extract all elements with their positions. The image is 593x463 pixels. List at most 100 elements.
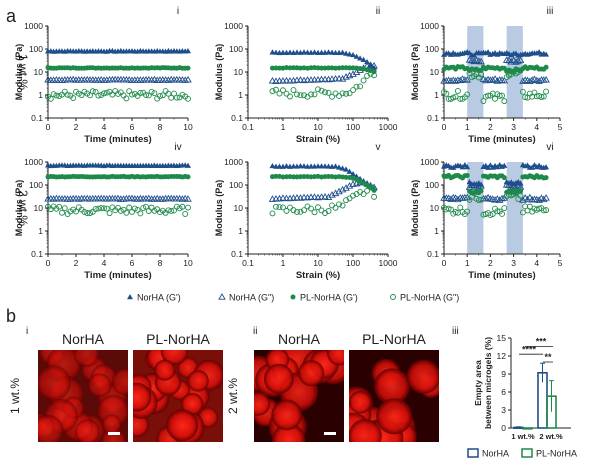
legend-label: PL-NorHA (G"): [400, 293, 459, 303]
x-tick-label: 4: [534, 258, 539, 268]
y-tick-label: 1: [238, 226, 243, 236]
panel-label-a-i: i: [177, 6, 179, 17]
y-tick-label: 0: [501, 423, 506, 433]
data-point: [137, 210, 144, 217]
data-point: [131, 205, 138, 212]
x-tick-label: 5: [558, 258, 563, 268]
microgel: [349, 390, 372, 414]
data-point: [326, 173, 332, 179]
data-point: [290, 174, 296, 180]
x-tick-label: 1: [281, 122, 286, 132]
chart-a-ii: 0.1 1 10 100 1000 0.1 1 10 100 1000 Strain (%) Modu…: [214, 6, 398, 145]
data-point: [492, 95, 498, 102]
data-point: [491, 196, 499, 203]
data-point: [95, 92, 102, 99]
data-point: [106, 210, 113, 217]
data-point: [61, 88, 68, 95]
data-point: [282, 76, 291, 84]
y-tick-label: 100: [425, 44, 439, 54]
data-point: [318, 87, 325, 94]
data-point: [519, 77, 527, 84]
data-point: [70, 95, 77, 102]
data-point: [47, 95, 54, 102]
data-point: [364, 187, 371, 194]
data-point: [350, 171, 357, 177]
microgel: [133, 382, 152, 412]
data-point: [347, 65, 353, 71]
data-point: [165, 207, 172, 214]
data-point: [287, 204, 293, 211]
data-point: [542, 75, 550, 83]
y-tick-label: 10: [430, 203, 440, 213]
x-tick-label: 10: [313, 122, 323, 132]
data-point: [447, 77, 455, 84]
data-point: [457, 204, 464, 211]
data-point: [464, 164, 471, 170]
x-tick-label: 1: [281, 258, 286, 268]
data-point: [311, 49, 318, 55]
data-point: [171, 207, 177, 214]
data-point: [185, 95, 191, 102]
data-point: [101, 90, 107, 97]
data-point: [361, 180, 367, 186]
x-tick-label: 0: [46, 122, 51, 132]
sig-label: ****: [522, 344, 537, 354]
data-point: [319, 65, 325, 71]
data-point: [290, 87, 297, 94]
data-point: [98, 205, 105, 211]
data-point: [339, 202, 346, 209]
data-point: [61, 205, 68, 212]
y-tick-label: 100: [229, 180, 243, 190]
y-tick-label: 0.1: [231, 249, 243, 259]
data-point: [157, 93, 163, 100]
data-point: [140, 205, 147, 211]
data-point: [171, 90, 177, 97]
y-tick-label: 100: [425, 180, 439, 190]
x-axis-label: Time (minutes): [84, 134, 151, 145]
y-tick-label: 15: [497, 333, 507, 343]
series-1: [44, 194, 192, 202]
series-3: [441, 67, 550, 105]
row-label-b-0: 1 wt.%: [8, 378, 22, 414]
data-point: [329, 93, 335, 100]
y-tick-label: 3: [501, 405, 506, 415]
data-point: [360, 77, 367, 84]
data-point: [325, 89, 332, 96]
series-2: [441, 172, 549, 196]
bar: [522, 427, 533, 430]
data-point: [443, 90, 450, 97]
y-tick-label: 10: [234, 67, 244, 77]
data-point: [343, 166, 350, 172]
data-point: [290, 65, 296, 71]
data-point: [129, 91, 135, 98]
legend-b: NorHA PL-NorHA: [467, 448, 577, 459]
data-point: [159, 92, 166, 99]
data-point: [464, 208, 471, 215]
data-point: [279, 194, 287, 201]
series-1: [440, 56, 550, 85]
y-tick-label: 1000: [224, 21, 243, 31]
data-point: [134, 206, 141, 213]
data-point: [353, 83, 360, 90]
data-point: [129, 208, 135, 215]
data-point: [87, 92, 93, 99]
x-tick-label: 6: [130, 122, 135, 132]
data-point: [349, 70, 357, 77]
microgel: [87, 373, 112, 398]
y-axis-label: Modulus (Pa): [214, 44, 224, 101]
data-point: [477, 181, 485, 189]
data-point: [318, 207, 325, 214]
panel-b-i-label: i: [26, 326, 28, 337]
legend-swatch: [467, 448, 479, 458]
x-tick-label: 5: [558, 122, 563, 132]
data-point: [301, 207, 307, 214]
data-point: [269, 88, 276, 95]
data-point: [539, 195, 548, 203]
data-point: [346, 51, 353, 57]
data-point: [273, 86, 279, 93]
x-tick-label: 2: [488, 122, 493, 132]
data-point: [84, 210, 91, 216]
data-point: [456, 76, 465, 84]
x-tick-label: 0: [46, 258, 51, 268]
y-tick-label: 1000: [420, 21, 439, 31]
